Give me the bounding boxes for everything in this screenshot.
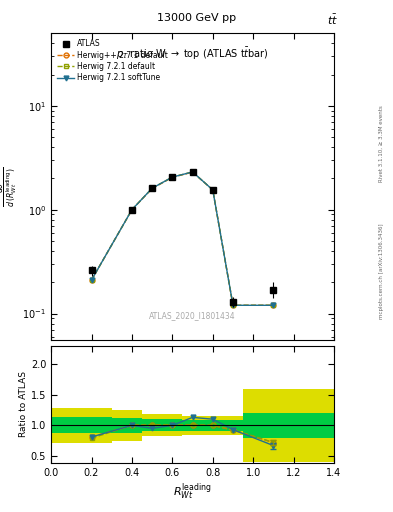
Text: $p_T$ ratio W $\rightarrow$ top (ATLAS t$\bar{t}$bar): $p_T$ ratio W $\rightarrow$ top (ATLAS t… [116, 46, 269, 61]
Text: $t\bar{t}$: $t\bar{t}$ [327, 13, 338, 27]
Y-axis label: Ratio to ATLAS: Ratio to ATLAS [19, 372, 28, 437]
Text: 13000 GeV pp: 13000 GeV pp [157, 13, 236, 23]
Legend: ATLAS, Herwig++ 2.7.1 default, Herwig 7.2.1 default, Herwig 7.2.1 softTune: ATLAS, Herwig++ 2.7.1 default, Herwig 7.… [55, 37, 170, 84]
Text: mcplots.cern.ch [arXiv:1306.3436]: mcplots.cern.ch [arXiv:1306.3436] [379, 224, 384, 319]
Y-axis label: $\frac{d\sigma}{d\,(R_{Wt}^{\rm leading})}$: $\frac{d\sigma}{d\,(R_{Wt}^{\rm leading}… [0, 166, 20, 207]
X-axis label: $R_{Wt}^{\rm leading}$: $R_{Wt}^{\rm leading}$ [173, 481, 212, 502]
Text: Rivet 3.1.10, ≥ 3.3M events: Rivet 3.1.10, ≥ 3.3M events [379, 105, 384, 182]
Text: ATLAS_2020_I1801434: ATLAS_2020_I1801434 [149, 311, 236, 321]
